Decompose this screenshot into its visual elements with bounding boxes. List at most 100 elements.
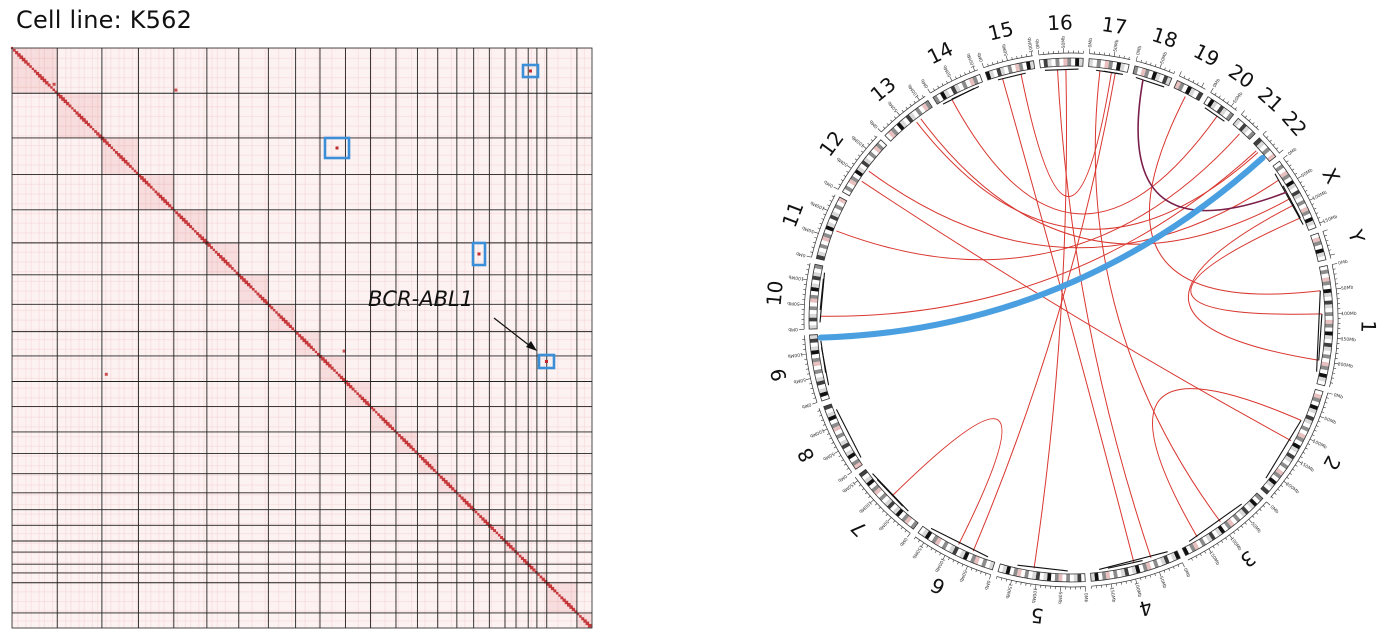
chromosome-band: [1093, 59, 1098, 67]
tick-label: 0Mb: [898, 536, 909, 547]
tick-mark: [1290, 473, 1292, 474]
interchromosomal-link: [862, 181, 1291, 440]
hic-diagonal-bin: [414, 450, 416, 452]
chromosome-band: [1324, 335, 1332, 339]
chromosome-band: [1074, 574, 1078, 582]
tick-mark: [1292, 469, 1294, 470]
tick-mark: [1205, 551, 1206, 553]
hic-diagonal-bin: [129, 165, 132, 168]
tick-mark: [902, 110, 904, 112]
tick-mark: [946, 81, 947, 83]
tick-mark: [1312, 204, 1314, 205]
tick-mark: [1286, 161, 1288, 162]
tick-mark: [914, 101, 915, 103]
tick-mark: [813, 398, 815, 399]
tick-mark: [1191, 558, 1192, 560]
tick-label: 50Mb: [1159, 51, 1169, 65]
hic-diagonal-bin: [496, 532, 498, 534]
tick-mark: [1169, 69, 1170, 71]
tick-mark: [1263, 131, 1267, 134]
tick-mark: [846, 171, 848, 172]
chromosome-band: [1070, 574, 1074, 582]
hic-diagonal-bin: [48, 84, 51, 87]
tick-mark: [1318, 217, 1320, 218]
chromosome-label-19: 19: [1190, 39, 1224, 72]
tick-mark: [1331, 383, 1333, 384]
tick-label: 0Mb: [868, 118, 879, 129]
tick-mark: [996, 577, 997, 579]
tick-label: 50Mb: [1232, 91, 1244, 105]
tick-label: 0Mb: [801, 401, 812, 410]
hic-diagonal-bin: [252, 288, 255, 291]
interchromosomal-link: [952, 99, 1217, 214]
hic-diagonal-bin: [108, 144, 111, 147]
tick-mark: [1215, 93, 1216, 95]
tick-label: 50Mb: [1158, 576, 1168, 590]
tick-mark: [1164, 570, 1165, 572]
tick-mark: [1303, 186, 1305, 187]
chromosome-band: [1071, 58, 1075, 66]
hic-diagonal-bin: [373, 409, 376, 412]
tick-mark: [1249, 119, 1251, 121]
chromosome-band: [1324, 296, 1332, 301]
tick-mark: [1307, 195, 1309, 196]
chromosome-label-22: 22: [1277, 106, 1312, 141]
tick-mark: [1323, 407, 1325, 408]
tick-mark: [1188, 78, 1189, 80]
hic-diagonal-bin: [152, 188, 154, 190]
tick-mark: [817, 411, 819, 412]
hic-diagonal-bin: [517, 553, 519, 555]
hic-diagonal-bin: [588, 624, 592, 628]
tick-mark: [988, 64, 989, 66]
tick-mark: [1006, 579, 1007, 581]
tick-mark: [821, 420, 823, 421]
tick-mark: [1012, 57, 1013, 59]
tick-mark: [1263, 505, 1265, 507]
tick-mark: [1038, 50, 1039, 55]
tick-mark: [878, 128, 882, 132]
tick-mark: [1235, 107, 1237, 109]
tick-mark: [953, 560, 954, 562]
chromosome-band: [1047, 59, 1052, 67]
tick-mark: [1155, 64, 1156, 66]
tick-label: 50Mb: [1057, 591, 1063, 604]
chromosome-label-20: 20: [1224, 59, 1259, 93]
intrachromosomal-link: [820, 273, 824, 323]
circos-ideogram: [809, 58, 1333, 582]
tick-label: 0Mb: [1087, 38, 1094, 48]
tick-mark: [1256, 126, 1258, 128]
tick-mark: [1221, 541, 1222, 543]
hic-diagonal-bin: [29, 65, 32, 68]
tick-label: 150Mb: [1208, 550, 1221, 566]
tick-axis: [1039, 53, 1084, 55]
chromosome-band: [1063, 58, 1067, 66]
tick-label: 50Mb: [958, 569, 968, 583]
tick-mark: [1196, 556, 1197, 558]
hic-diagonal-bin: [475, 511, 478, 514]
hic-diagonal-bin: [213, 249, 215, 251]
tick-mark: [1178, 565, 1179, 567]
tick-mark: [955, 77, 956, 79]
hic-diagonal-bin: [231, 267, 234, 270]
chromosome-label-17: 17: [1100, 12, 1129, 39]
tick-label: 100Mb: [1229, 536, 1243, 552]
tick-mark: [1233, 532, 1235, 534]
tick-label: 100Mb: [850, 134, 866, 149]
tick-mark: [810, 388, 812, 389]
chromosome-label-10: 10: [762, 280, 788, 308]
tick-mark: [841, 180, 843, 181]
tick-mark: [1253, 122, 1255, 124]
tick-mark: [848, 472, 852, 475]
tick-mark: [960, 74, 961, 76]
tick-mark: [847, 468, 849, 469]
interchromosomal-link: [1003, 79, 1134, 563]
hic-contact-map: BCR-ABL1: [0, 0, 600, 639]
tick-mark: [882, 511, 884, 513]
tick-mark: [1266, 136, 1268, 138]
chromosome-band: [1077, 574, 1081, 582]
tick-mark: [1283, 155, 1287, 158]
tick-label: 0Mb: [1182, 567, 1192, 578]
chromosome-label-16: 16: [1047, 10, 1073, 35]
tick-label: 100Mb: [787, 351, 803, 359]
tick-label: 0Mb: [976, 51, 985, 62]
